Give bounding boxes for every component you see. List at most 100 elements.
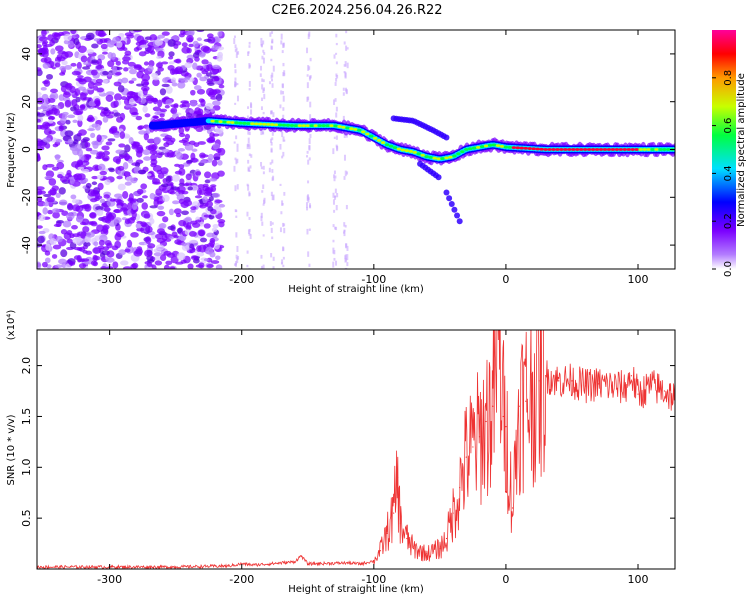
noise-stripe: [261, 190, 264, 193]
noise-speckle: [119, 131, 126, 140]
noise-speckle: [93, 241, 99, 247]
noise-stripe: [233, 35, 236, 38]
noise-stripe: [281, 200, 284, 206]
noise-speckle: [198, 230, 205, 237]
noise-speckle: [161, 83, 170, 88]
noise-speckle: [43, 193, 52, 198]
noise-speckle: [138, 51, 147, 57]
noise-speckle: [131, 112, 139, 116]
noise-speckle: [131, 77, 137, 82]
noise-speckle: [160, 167, 169, 175]
noise-speckle: [154, 39, 163, 46]
ridge-core: [614, 148, 620, 151]
noise-stripe: [260, 166, 263, 170]
ridge-core: [582, 148, 588, 151]
noise-speckle: [49, 94, 56, 99]
noise-speckle: [61, 60, 68, 66]
noise-stripe: [344, 254, 347, 260]
ridge-core: [333, 124, 338, 128]
ridge-core: [416, 152, 421, 156]
noise-speckle: [141, 222, 148, 228]
noise-stripe: [279, 227, 282, 233]
noise-stripe: [248, 80, 251, 87]
noise-speckle: [47, 209, 53, 215]
noise-speckle: [92, 247, 102, 254]
noise-speckle: [82, 97, 92, 101]
noise-stripe: [272, 266, 275, 269]
noise-speckle: [136, 83, 145, 87]
noise-speckle: [49, 39, 55, 46]
noise-speckle: [198, 262, 205, 269]
noise-speckle: [82, 137, 90, 142]
noise-stripe: [246, 211, 249, 217]
snr-point: [293, 561, 296, 563]
noise-speckle: [165, 139, 175, 146]
noise-speckle: [170, 107, 178, 115]
noise-stripe: [250, 103, 253, 109]
noise-stripe: [248, 192, 251, 196]
noise-stripe: [336, 145, 339, 150]
noise-speckle: [203, 38, 212, 43]
noise-speckle: [153, 199, 159, 207]
noise-stripe: [260, 215, 263, 222]
noise-speckle: [70, 62, 77, 67]
noise-speckle: [184, 76, 191, 81]
noise-speckle: [71, 70, 81, 76]
colorbar-tick-label: 0.4: [723, 165, 734, 181]
noise-speckle: [193, 85, 202, 91]
noise-stripe: [268, 167, 271, 173]
noise-stripe: [282, 222, 285, 227]
spectrogram-x-tick-label: 100: [628, 273, 649, 286]
ridge-core: [214, 119, 219, 123]
noise-speckle: [186, 159, 193, 163]
ridge-core: [464, 148, 469, 151]
noise-stripe: [332, 199, 335, 205]
noise-stripe: [308, 77, 311, 81]
noise-speckle: [167, 225, 176, 230]
noise-speckle: [135, 115, 143, 121]
noise-speckle: [161, 61, 169, 65]
noise-speckle: [116, 205, 122, 209]
snr-point: [373, 560, 375, 562]
noise-speckle: [37, 153, 41, 162]
noise-speckle: [120, 96, 127, 101]
noise-speckle: [57, 56, 66, 62]
noise-speckle: [47, 104, 53, 110]
noise-speckle: [118, 143, 126, 148]
noise-speckle: [56, 162, 65, 170]
noise-speckle: [74, 88, 81, 96]
noise-speckle: [115, 230, 125, 238]
snr-point: [624, 387, 626, 389]
noise-stripe: [335, 77, 338, 82]
noise-stripe: [332, 192, 335, 198]
noise-speckle: [118, 154, 125, 159]
noise-speckle: [198, 98, 205, 103]
snr-point: [525, 400, 527, 402]
spectrogram-y-tick-label: 0: [20, 146, 33, 153]
noise-stripe: [333, 170, 336, 175]
noise-speckle: [151, 72, 159, 79]
noise-stripe: [271, 38, 274, 44]
noise-stripe: [308, 228, 311, 231]
noise-speckle: [196, 252, 205, 257]
noise-speckle: [133, 250, 143, 257]
snr-point: [571, 380, 573, 382]
noise-speckle: [123, 171, 131, 177]
noise-speckle: [98, 239, 105, 246]
noise-stripe: [248, 131, 251, 136]
snr-point: [227, 565, 230, 567]
noise-speckle: [218, 203, 226, 208]
noise-stripe: [280, 211, 283, 215]
noise-speckle: [96, 224, 104, 232]
noise-speckle: [218, 84, 225, 89]
noise-stripe: [271, 169, 274, 173]
ridge-core: [285, 123, 291, 127]
noise-speckle: [138, 125, 145, 130]
snr-point: [637, 393, 639, 395]
ridge-core: [626, 148, 631, 151]
noise-speckle: [157, 172, 165, 179]
noise-stripe: [308, 138, 311, 145]
noise-speckle: [45, 243, 51, 251]
noise-speckle: [139, 44, 149, 49]
ridge-core: [305, 124, 310, 127]
